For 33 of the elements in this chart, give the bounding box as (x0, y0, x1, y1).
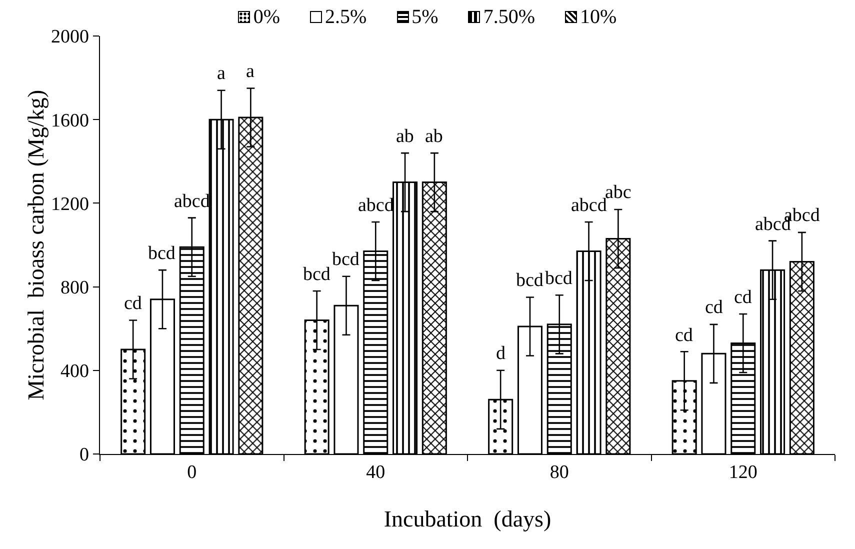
x-axis-title: Incubation (days) (384, 506, 552, 532)
annotation: bcd (516, 270, 544, 291)
annotation: bcd (545, 268, 573, 289)
legend-label: 0% (253, 6, 280, 28)
annotation: a (217, 63, 226, 84)
legend-label: 10% (580, 6, 617, 28)
annotation: ab (396, 126, 414, 147)
annotation: ab (425, 126, 443, 147)
annotation: abcd (174, 191, 210, 212)
annotation: abc (605, 182, 632, 203)
annotation: bcd (148, 243, 176, 264)
y-axis-title: Microbial bioass carbon (Mg/kg) (24, 90, 49, 400)
annotation: bcd (303, 264, 331, 285)
y-tick-label: 2000 (51, 26, 90, 48)
annotation: cd (124, 293, 142, 314)
y-tick-label: 0 (80, 444, 90, 466)
x-tick-label: 120 (728, 462, 758, 483)
annotation: d (496, 343, 506, 364)
annotation: cd (705, 297, 724, 318)
legend-label: 7.50% (483, 6, 535, 28)
y-tick-label: 1200 (51, 194, 90, 215)
legend-label: 5% (412, 6, 438, 28)
annotation: cd (675, 325, 694, 346)
y-tick-label: 1600 (51, 110, 90, 132)
y-tick-label: 800 (60, 277, 90, 298)
annotation: a (246, 61, 255, 82)
legend-label: 2.5% (324, 6, 367, 28)
x-tick-label: 0 (187, 462, 197, 483)
y-tick-label: 400 (60, 361, 90, 382)
x-tick-label: 40 (366, 462, 386, 483)
x-tick-label: 80 (550, 462, 569, 483)
annotation: bcd (332, 249, 360, 270)
annotation: cd (734, 287, 752, 308)
